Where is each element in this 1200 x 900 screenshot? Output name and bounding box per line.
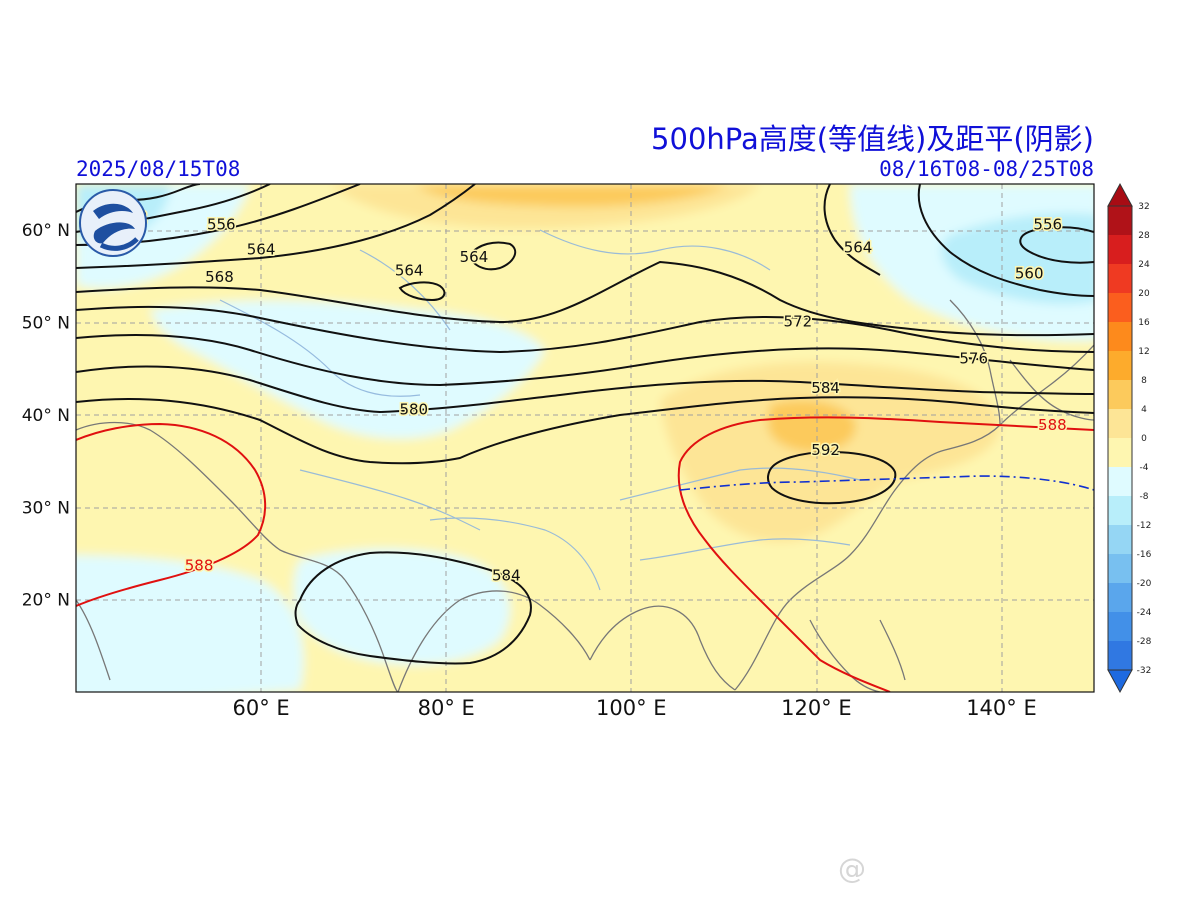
colorbar-tick-label: -12	[1137, 521, 1152, 531]
lat-tick-label: 40° N	[22, 406, 70, 426]
contour-572	[76, 305, 1094, 354]
contour-560-east	[917, 184, 1094, 297]
contour-label: 564	[460, 248, 489, 266]
colorbar-segment	[1108, 496, 1132, 526]
colorbar-segment	[1108, 612, 1132, 642]
contour-label: 592	[811, 441, 840, 459]
contour-564-small-1	[398, 281, 446, 302]
contour-568	[76, 260, 1094, 337]
colorbar-segment	[1108, 322, 1132, 352]
logo-icon	[79, 189, 147, 257]
colorbar-segment	[1108, 438, 1132, 468]
graticule	[76, 184, 1094, 692]
map-frame	[75, 183, 1095, 693]
lon-tick-label: 80° E	[418, 696, 475, 720]
colorbar-segment	[1108, 380, 1132, 410]
colorbar-segment	[1108, 554, 1132, 584]
chart-title: 500hPa高度(等值线)及距平(阴影)	[651, 122, 1094, 156]
contour-label: 588	[185, 556, 214, 574]
contour-label: 576	[959, 349, 988, 367]
init-time-label: 2025/08/15T08	[76, 157, 241, 181]
colorbar-segment	[1108, 583, 1132, 613]
colorbar-tick-label: 8	[1141, 376, 1147, 386]
colorbar: 32 28 24 20 16 12 8 4 0 -4 -8 -12 -16 -20 -24 -28 -32	[1107, 182, 1152, 694]
lat-tick-label: 60° N	[22, 221, 70, 241]
colorbar-tick-label: -16	[1137, 550, 1152, 560]
colorbar-tick-label: -24	[1137, 608, 1152, 618]
colorbar-segment	[1108, 235, 1132, 265]
valid-range-label: 08/16T08-08/25T08	[879, 157, 1094, 181]
contour-label: 584	[492, 567, 521, 585]
contour-label: 580	[399, 400, 428, 418]
colorbar-segment	[1108, 264, 1132, 294]
colorbar-segment	[1108, 641, 1132, 671]
height-contours	[76, 184, 1094, 665]
colorbar-tick-label: 20	[1138, 289, 1150, 299]
contour-584-india	[294, 551, 532, 665]
contour-556-east	[1019, 226, 1094, 264]
colorbar-tick-label: -32	[1137, 666, 1152, 676]
contour-580	[76, 365, 1094, 414]
colorbar-bottom-arrow	[1107, 669, 1133, 694]
contour-label: 572	[784, 313, 813, 331]
contour-label: 564	[395, 262, 424, 280]
contour-label: 584	[811, 379, 840, 397]
colorbar-tick-label: -4	[1140, 463, 1149, 473]
colorbar-frame	[1107, 205, 1133, 671]
colorbar-segment	[1108, 467, 1132, 497]
contour-588	[76, 416, 1094, 692]
lon-tick-label: 100° E	[596, 696, 667, 720]
colorbar-tick-label: -20	[1137, 579, 1152, 589]
colorbar-tick-label: 12	[1138, 347, 1149, 357]
colorbar-segment	[1108, 293, 1132, 323]
contour-label: 564	[247, 241, 276, 259]
lat-tick-label: 50° N	[22, 314, 70, 334]
lat-tick-labels: 60° N 50° N 40° N 30° N 20° N	[22, 221, 70, 610]
colorbar-tick-label: 28	[1138, 231, 1150, 241]
lat-tick-label: 30° N	[22, 498, 70, 518]
colorbar-tick-label: 16	[1138, 318, 1150, 328]
map-plot-area: 5525565605645685645645645565605725765805…	[76, 184, 1094, 692]
colorbar-tick-label: -28	[1137, 637, 1152, 647]
colorbar-tick-label: 0	[1141, 434, 1147, 444]
lon-tick-labels: 60° E 80° E 100° E 120° E 140° E	[233, 696, 1037, 720]
colorbar-tick-label: -8	[1140, 492, 1149, 502]
lat-tick-label: 20° N	[22, 591, 70, 611]
contour-576	[76, 334, 1094, 387]
contour-label: 556	[1033, 216, 1062, 234]
contour-564-east	[823, 184, 881, 276]
anomaly-shading	[76, 184, 1094, 692]
colorbar-tick-label: 24	[1138, 260, 1150, 270]
contour-592	[766, 450, 897, 505]
contour-label: 556	[207, 216, 236, 234]
colorbar-segment	[1108, 351, 1132, 381]
colorbar-top-arrow	[1107, 182, 1133, 207]
colorbar-tick-label: 4	[1141, 405, 1147, 415]
watermark: @	[838, 852, 866, 885]
colorbar-segment	[1108, 525, 1132, 555]
colorbar-segment	[1108, 409, 1132, 439]
lon-tick-label: 60° E	[233, 696, 290, 720]
lon-tick-label: 140° E	[966, 696, 1037, 720]
contour-label: 564	[844, 239, 873, 257]
contour-label: 568	[205, 268, 234, 286]
contour-584	[76, 396, 1094, 465]
contour-label: 588	[1038, 416, 1067, 434]
contour-label: 560	[1015, 265, 1044, 283]
blue-dashdot-line	[679, 475, 1094, 491]
colorbar-segment	[1108, 206, 1132, 236]
colorbar-tick-label: 32	[1138, 202, 1149, 212]
lon-tick-label: 120° E	[781, 696, 852, 720]
contour-564-west	[76, 184, 476, 269]
contour-564-small-2	[468, 241, 517, 271]
